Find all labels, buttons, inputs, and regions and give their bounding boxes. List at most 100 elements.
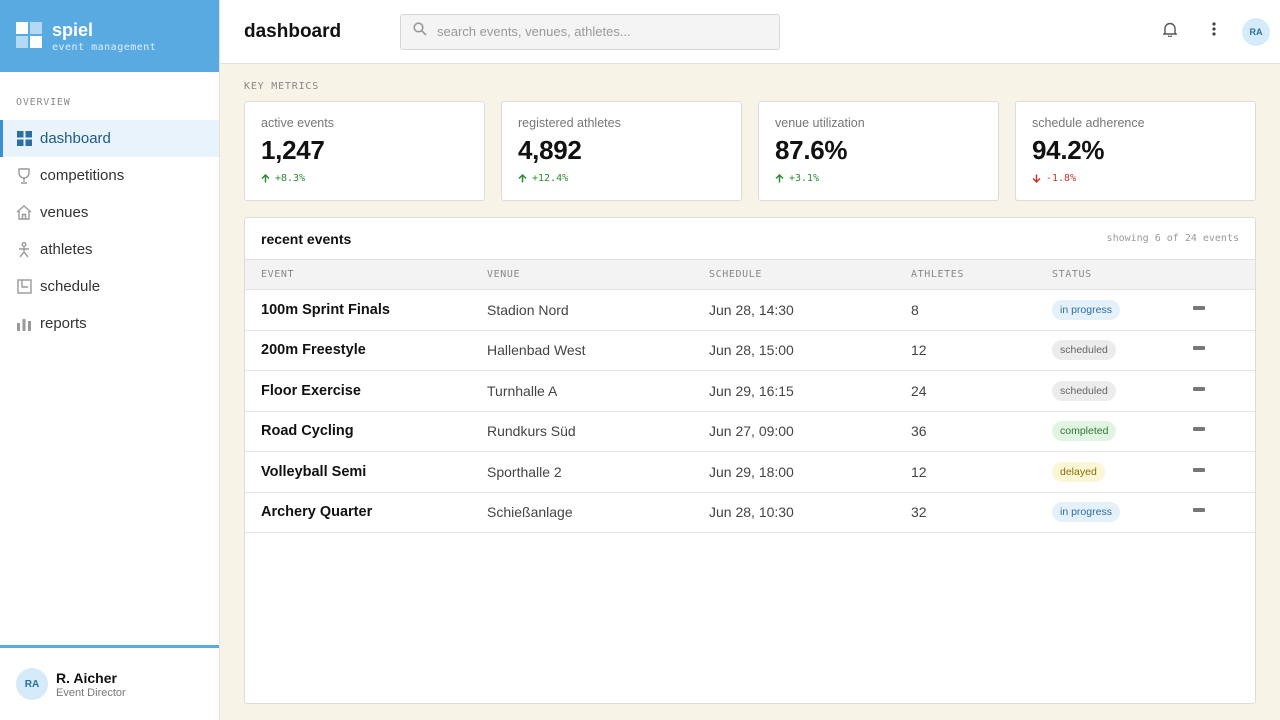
event-name: Floor Exercise <box>261 382 361 399</box>
event-schedule: Jun 29, 18:00 <box>709 463 794 480</box>
header-avatar[interactable]: RA <box>1242 17 1270 46</box>
column-header-event[interactable]: EVENT <box>261 269 295 280</box>
top-header: dashboard RA <box>220 0 1280 64</box>
user-profile[interactable]: RA R. Aicher Event Director <box>0 645 219 720</box>
metric-value: 87.6% <box>775 135 848 165</box>
metric-label: active events <box>261 116 334 130</box>
user-role: Event Director <box>56 686 126 699</box>
sidebar-item-label: dashboard <box>40 130 111 147</box>
recent-events-panel: recent events showing 6 of 24 events EVE… <box>244 217 1256 704</box>
metrics-section-label: KEY METRICS <box>244 81 320 92</box>
arrow-up-icon <box>518 174 527 183</box>
table-row[interactable]: Road Cycling Rundkurs Süd Jun 27, 09:00 … <box>245 412 1255 452</box>
row-menu-button[interactable] <box>1193 305 1205 310</box>
sidebar-item-label: venues <box>40 204 89 221</box>
column-header-athletes[interactable]: ATHLETES <box>911 269 964 280</box>
row-menu-button[interactable] <box>1193 427 1205 432</box>
notifications-button[interactable] <box>1156 18 1184 46</box>
arrow-up-icon <box>775 174 784 183</box>
trophy-icon <box>16 167 32 184</box>
event-name: Archery Quarter <box>261 504 373 521</box>
avatar: RA <box>16 668 48 700</box>
table-row[interactable]: 100m Sprint Finals Stadion Nord Jun 28, … <box>245 290 1255 331</box>
main-content: KEY METRICS active events 1,247 +8.3% re… <box>244 64 1256 704</box>
metric-card-schedule-adherence: schedule adherence 94.2% -1.8% <box>1015 101 1256 201</box>
column-header-schedule[interactable]: SCHEDULE <box>709 269 762 280</box>
status-badge: in progress <box>1052 299 1120 320</box>
metric-delta: -1.8% <box>1032 173 1239 184</box>
row-menu-button[interactable] <box>1193 467 1205 472</box>
sidebar-item-label: athletes <box>40 241 93 258</box>
status-badge: scheduled <box>1052 380 1116 401</box>
grid-icon <box>16 131 32 147</box>
row-menu-button[interactable] <box>1193 346 1205 351</box>
event-schedule: Jun 28, 10:30 <box>709 504 794 521</box>
events-title: recent events <box>261 230 352 247</box>
metric-card-registered-athletes: registered athletes 4,892 +12.4% <box>501 101 742 201</box>
event-athletes: 12 <box>911 463 927 480</box>
event-athletes: 12 <box>911 342 927 359</box>
athlete-icon <box>16 241 32 258</box>
metric-delta-value: +3.1% <box>789 173 820 184</box>
metric-delta: +8.3% <box>261 173 468 184</box>
events-panel-header: recent events showing 6 of 24 events <box>245 218 1255 260</box>
bell-icon <box>1162 22 1178 42</box>
brand-name: spiel <box>52 19 94 40</box>
metric-delta: +12.4% <box>518 173 725 184</box>
sidebar-item-label: schedule <box>40 278 101 295</box>
event-athletes: 36 <box>911 423 927 440</box>
metric-value: 94.2% <box>1032 135 1105 165</box>
arrow-up-icon <box>261 174 270 183</box>
event-venue: Schießanlage <box>487 504 573 521</box>
metric-delta-value: -1.8% <box>1046 173 1077 184</box>
sidebar-item-schedule[interactable]: schedule <box>0 268 219 305</box>
event-venue: Turnhalle A <box>487 382 558 399</box>
brand-header[interactable]: spiel event management <box>0 0 219 72</box>
event-name: 100m Sprint Finals <box>261 301 390 318</box>
sidebar-item-venues[interactable]: venues <box>0 194 219 231</box>
metric-value: 1,247 <box>261 135 325 165</box>
search-icon <box>413 22 427 41</box>
bar-chart-icon <box>16 316 32 332</box>
event-venue: Rundkurs Süd <box>487 423 576 440</box>
column-header-status[interactable]: STATUS <box>1052 269 1092 280</box>
event-venue: Sporthalle 2 <box>487 463 562 480</box>
user-name: R. Aicher <box>56 669 117 686</box>
sidebar-item-label: competitions <box>40 167 125 184</box>
row-menu-button[interactable] <box>1193 386 1205 391</box>
sidebar-item-athletes[interactable]: athletes <box>0 231 219 268</box>
status-badge: in progress <box>1052 502 1120 523</box>
brand-subtitle: event management <box>52 41 157 53</box>
event-venue: Hallenbad West <box>487 342 586 359</box>
sidebar-item-competitions[interactable]: competitions <box>0 157 219 194</box>
table-row[interactable]: Volleyball Semi Sporthalle 2 Jun 29, 18:… <box>245 452 1255 493</box>
table-row[interactable]: Archery Quarter Schießanlage Jun 28, 10:… <box>245 493 1255 533</box>
arrow-down-icon <box>1032 174 1041 183</box>
more-vertical-icon <box>1212 22 1216 41</box>
logo-icon <box>16 22 44 50</box>
event-name: 200m Freestyle <box>261 342 366 359</box>
sidebar-nav: dashboard competitions venues athletes s… <box>0 120 219 342</box>
event-schedule: Jun 27, 09:00 <box>709 423 794 440</box>
row-menu-button[interactable] <box>1193 508 1205 513</box>
metric-label: schedule adherence <box>1032 116 1145 130</box>
table-header: EVENT VENUE SCHEDULE ATHLETES STATUS <box>245 260 1255 290</box>
status-badge: completed <box>1052 421 1117 442</box>
event-schedule: Jun 28, 15:00 <box>709 342 794 359</box>
table-row[interactable]: Floor Exercise Turnhalle A Jun 29, 16:15… <box>245 371 1255 412</box>
status-badge: delayed <box>1052 461 1105 482</box>
calendar-icon <box>16 279 32 295</box>
sidebar-item-dashboard[interactable]: dashboard <box>0 120 219 157</box>
page-title: dashboard <box>244 20 342 42</box>
sidebar-item-reports[interactable]: reports <box>0 305 219 342</box>
metric-card-active-events: active events 1,247 +8.3% <box>244 101 485 201</box>
column-header-venue[interactable]: VENUE <box>487 269 521 280</box>
search-input[interactable] <box>437 24 757 39</box>
table-row[interactable]: 200m Freestyle Hallenbad West Jun 28, 15… <box>245 331 1255 371</box>
event-athletes: 32 <box>911 504 927 521</box>
event-name: Road Cycling <box>261 423 354 440</box>
more-options-button[interactable] <box>1200 18 1228 46</box>
metric-delta: +3.1% <box>775 173 982 184</box>
search-box[interactable] <box>400 13 780 50</box>
event-athletes: 24 <box>911 382 927 399</box>
